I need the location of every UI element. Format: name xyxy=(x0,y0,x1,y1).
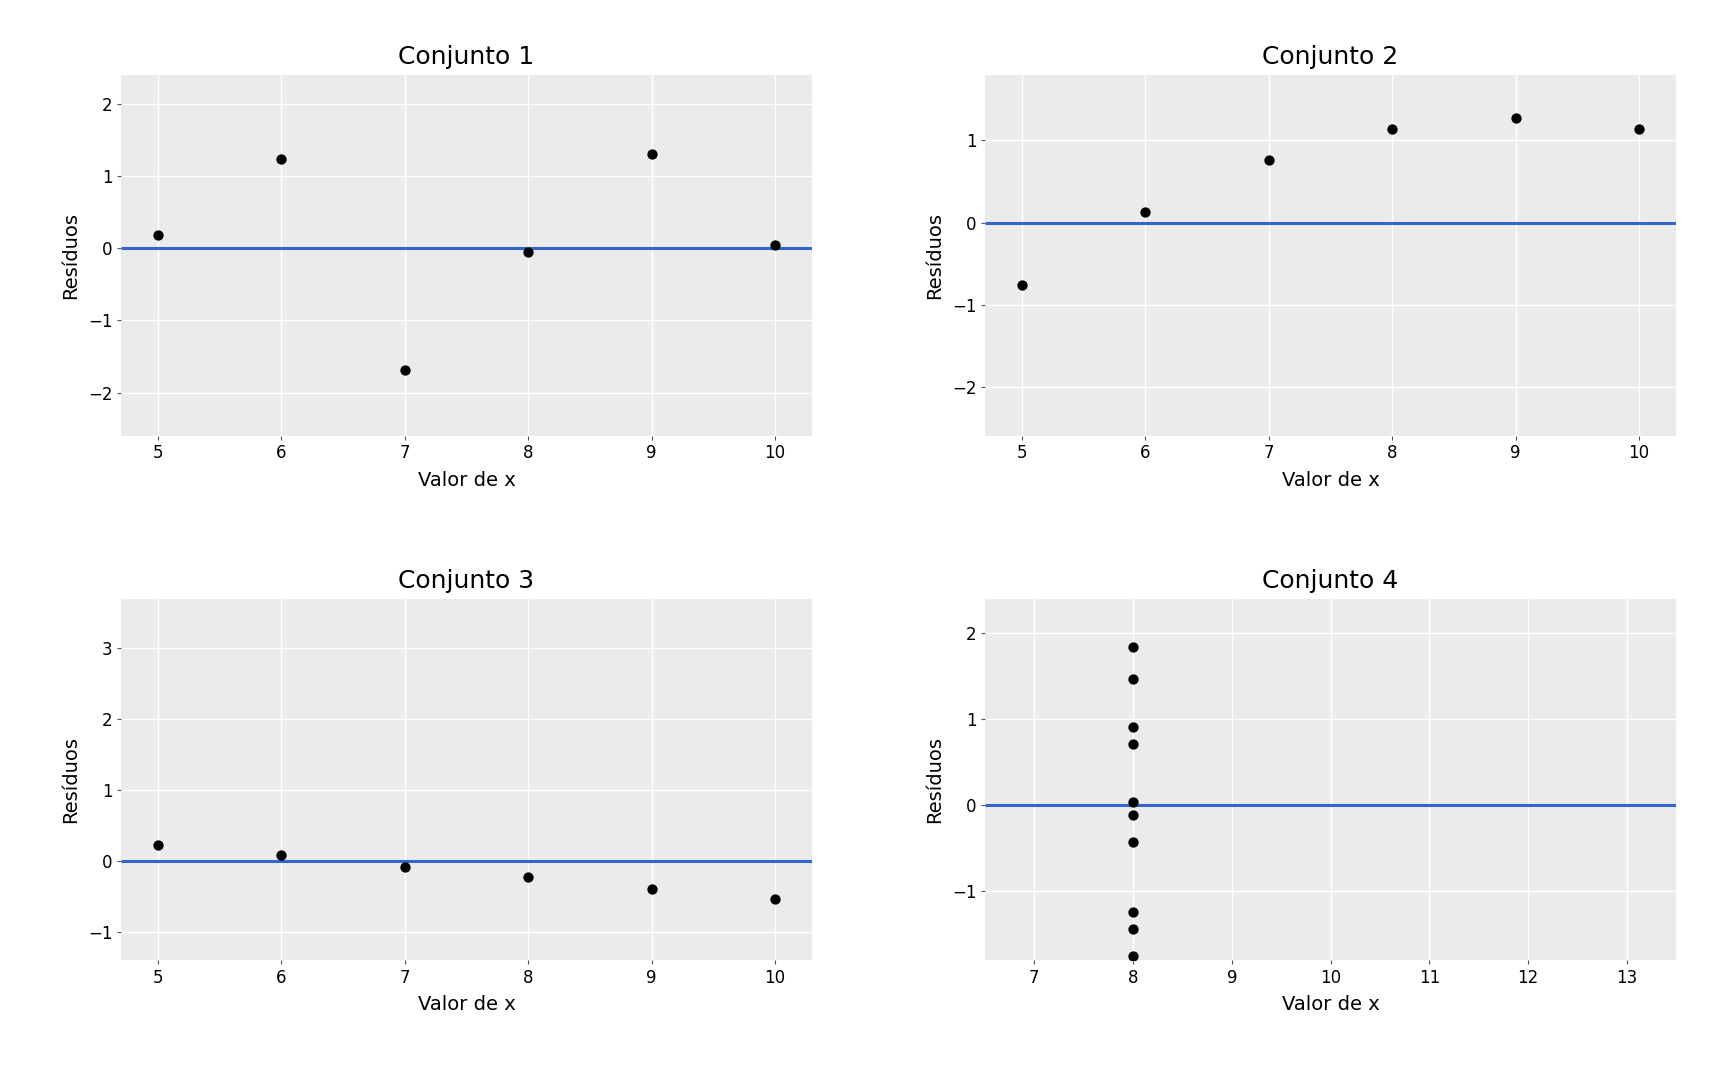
Title: Conjunto 1: Conjunto 1 xyxy=(399,45,534,68)
Point xyxy=(143,226,171,243)
Point xyxy=(1007,276,1035,293)
Point xyxy=(1120,736,1147,753)
Title: Conjunto 4: Conjunto 4 xyxy=(1263,569,1398,592)
Point xyxy=(1255,152,1282,169)
Title: Conjunto 3: Conjunto 3 xyxy=(399,569,534,592)
Point xyxy=(1120,638,1147,655)
Point xyxy=(268,150,295,168)
Point xyxy=(1120,904,1147,921)
Point xyxy=(1120,833,1147,850)
X-axis label: Valor de x: Valor de x xyxy=(1282,471,1379,490)
Y-axis label: Resíduos: Resíduos xyxy=(924,736,943,823)
Y-axis label: Resíduos: Resíduos xyxy=(60,212,79,299)
Point xyxy=(1120,718,1147,735)
X-axis label: Valor de x: Valor de x xyxy=(418,994,515,1014)
Point xyxy=(1626,121,1654,138)
Point xyxy=(391,858,418,875)
Point xyxy=(638,880,665,897)
Point xyxy=(762,237,790,254)
Point xyxy=(1379,121,1407,138)
Y-axis label: Resíduos: Resíduos xyxy=(924,212,943,299)
Point xyxy=(762,891,790,908)
Point xyxy=(143,837,171,854)
Point xyxy=(1120,921,1147,938)
Point xyxy=(1120,670,1147,687)
Y-axis label: Resíduos: Resíduos xyxy=(60,736,79,823)
Point xyxy=(1120,947,1147,965)
Title: Conjunto 2: Conjunto 2 xyxy=(1263,45,1398,68)
Point xyxy=(1502,110,1529,127)
Point xyxy=(638,145,665,162)
Point xyxy=(391,361,418,378)
X-axis label: Valor de x: Valor de x xyxy=(1282,994,1379,1014)
X-axis label: Valor de x: Valor de x xyxy=(418,471,515,490)
Point xyxy=(1120,807,1147,824)
Point xyxy=(515,869,543,886)
Point xyxy=(268,847,295,864)
Point xyxy=(1120,794,1147,811)
Point xyxy=(515,243,543,260)
Point xyxy=(1132,204,1159,221)
